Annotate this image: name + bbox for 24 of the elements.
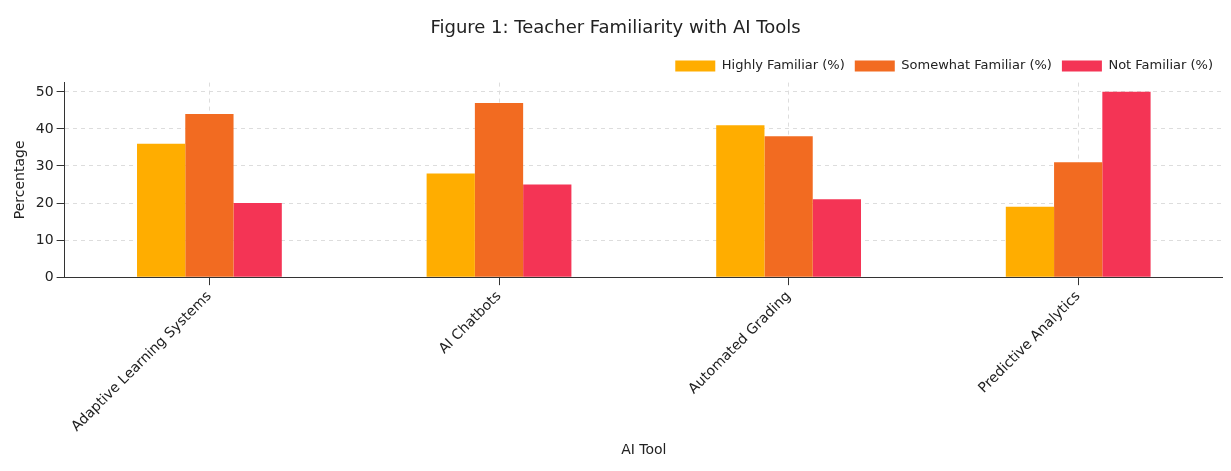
bar <box>1054 162 1103 277</box>
x-axis-title: AI Tool <box>621 441 667 458</box>
y-tick-label: 10 <box>35 230 54 247</box>
chart-title: Figure 1: Teacher Familiarity with AI Tools <box>430 16 801 38</box>
y-tick-label: 50 <box>35 82 54 99</box>
bar <box>716 125 765 277</box>
bar <box>185 114 234 277</box>
y-axis-title: Percentage <box>11 140 28 220</box>
bar <box>764 136 813 277</box>
y-tick-label: 20 <box>35 193 54 210</box>
bar <box>1102 91 1151 277</box>
bar <box>137 143 186 277</box>
legend-label: Not Familiar (%) <box>1108 57 1214 73</box>
bar <box>474 102 524 277</box>
legend-label: Highly Familiar (%) <box>721 57 845 73</box>
y-tick-label: 0 <box>44 267 54 284</box>
bar <box>523 184 572 277</box>
y-tick-label: 30 <box>35 156 54 173</box>
bar <box>233 203 282 277</box>
bar <box>426 173 475 277</box>
y-tick-label: 40 <box>35 119 54 136</box>
bar <box>1005 206 1055 277</box>
legend-label: Somewhat Familiar (%) <box>901 57 1052 73</box>
bar <box>812 199 862 277</box>
